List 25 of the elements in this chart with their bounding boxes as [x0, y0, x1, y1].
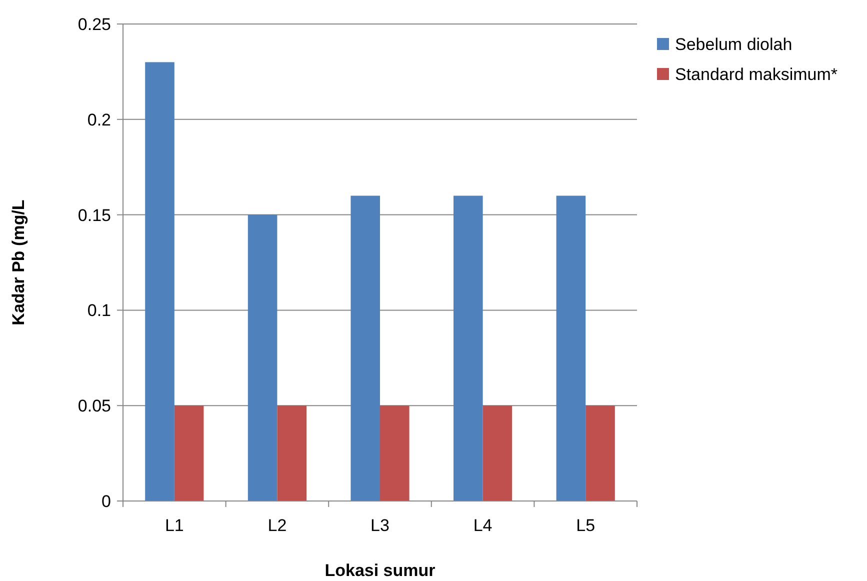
x-tick-label: L2: [268, 516, 287, 535]
bar: [380, 406, 410, 501]
x-tick-label: L4: [473, 516, 492, 535]
y-tick-label: 0.15: [78, 206, 111, 225]
y-tick-label: 0.25: [78, 14, 111, 34]
bar: [277, 406, 306, 501]
legend-label: Sebelum diolah: [675, 34, 792, 54]
bar: [482, 406, 512, 501]
y-tick-label: 0: [102, 492, 111, 511]
y-tick-label: 0.1: [87, 301, 111, 320]
y-tick-label: 0.2: [87, 110, 111, 130]
y-tick-label: 0.05: [78, 396, 111, 416]
bar: [586, 406, 615, 501]
y-axis-title: Kadar Pb (mg/L: [9, 200, 28, 326]
bar: [556, 196, 586, 501]
bar: [350, 196, 380, 501]
x-tick-label: L1: [164, 516, 184, 535]
legend-label: Standard maksimum*: [675, 64, 838, 84]
bar: [174, 406, 204, 501]
x-tick-label: L5: [576, 516, 596, 535]
x-axis-title: Lokasi sumur: [324, 561, 436, 580]
bar: [454, 196, 483, 501]
bar: [248, 214, 278, 501]
x-tick-label: L3: [370, 516, 390, 535]
bar: [145, 62, 174, 501]
